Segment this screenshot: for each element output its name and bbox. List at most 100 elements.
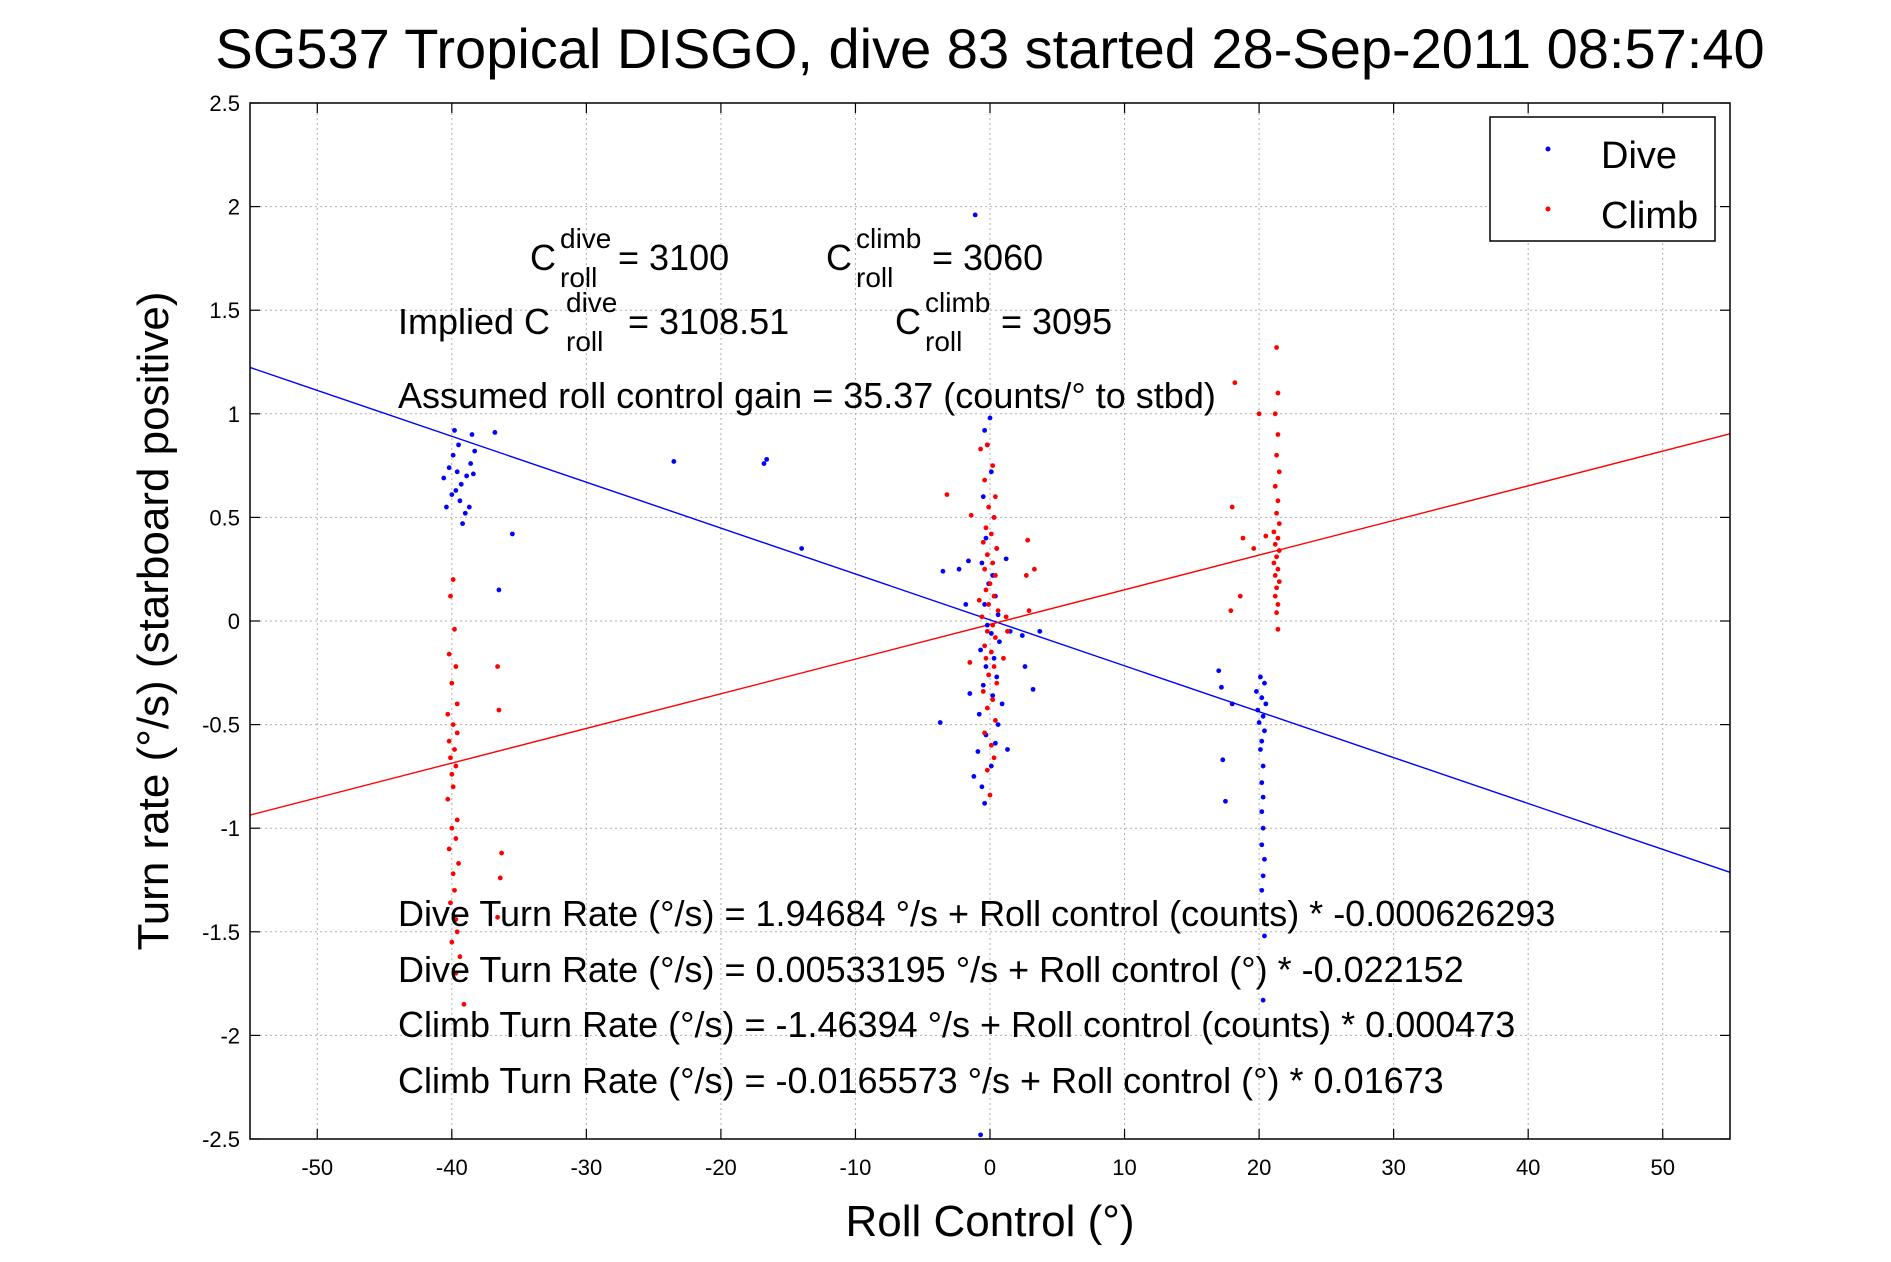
climb-point <box>1256 411 1262 417</box>
climb-point <box>450 722 456 727</box>
dive-point <box>979 560 985 566</box>
dive-point <box>1258 747 1263 752</box>
dive-point <box>1258 674 1263 680</box>
climb-point <box>448 755 453 761</box>
implied-c-roll-dive-annotation: Implied C dive roll = 3108.51 <box>398 279 789 359</box>
climb-point <box>448 593 453 599</box>
dive-point <box>469 432 475 437</box>
climb-point <box>452 887 457 893</box>
climb-point <box>986 504 992 510</box>
c-climb-base: C <box>826 237 852 278</box>
climb-point <box>994 546 1000 551</box>
y-tick-label: 1.5 <box>209 298 240 323</box>
climb-fit-line <box>249 433 1731 816</box>
dive-point <box>982 427 988 433</box>
dive-point <box>956 566 962 572</box>
dive-point <box>1260 794 1266 800</box>
c-roll-climb-annotation: C climb roll = 3060 <box>826 215 1043 295</box>
climb-point <box>990 463 996 468</box>
dive-point <box>997 639 1002 645</box>
climb-point <box>448 900 453 906</box>
climb-point <box>495 914 500 920</box>
dive-point <box>994 674 1000 680</box>
climb-point <box>979 614 985 620</box>
climb-point <box>1271 529 1277 535</box>
climb-point <box>992 494 998 500</box>
y-tick-label: 0.5 <box>209 505 240 530</box>
y-axis-label: Turn rate (°/s) (starboard positive) <box>129 291 178 950</box>
dive-point <box>671 459 677 464</box>
dive-point <box>1037 628 1043 634</box>
climb-point <box>1275 626 1281 632</box>
climb-point <box>984 442 990 448</box>
dive-point <box>1262 680 1267 686</box>
climb-point <box>983 587 989 593</box>
dive-point <box>1022 664 1028 669</box>
x-tick-label: 0 <box>984 1155 996 1180</box>
climb-point <box>1240 535 1246 541</box>
dive-point <box>496 587 502 593</box>
climb-point <box>461 1001 467 1007</box>
dive-point <box>453 488 459 493</box>
climb-point <box>982 643 988 649</box>
implied-climb-sub: roll <box>925 326 962 357</box>
x-tick-label: -50 <box>301 1155 333 1180</box>
climb-point <box>990 560 996 566</box>
dive-point <box>452 427 457 433</box>
dive-point <box>978 647 983 653</box>
c-dive-sup: dive <box>560 223 611 254</box>
climb-point <box>1274 610 1279 616</box>
climb-point <box>1274 554 1279 560</box>
x-tick-label: -30 <box>570 1155 602 1180</box>
dive-point <box>761 461 767 466</box>
x-tick-label: -20 <box>705 1155 737 1180</box>
climb-point <box>988 531 994 537</box>
climb-point <box>991 515 997 520</box>
climb-point <box>984 552 990 558</box>
climb-point <box>967 660 973 665</box>
climb-point <box>453 763 459 769</box>
dive-point <box>462 510 468 516</box>
climb-point <box>499 850 504 856</box>
climb-point <box>984 628 990 634</box>
implied-climb-value: = 3095 <box>1001 301 1112 342</box>
gain-annotation: Assumed roll control gain = 35.37 (count… <box>398 375 1216 416</box>
climb-point <box>1272 411 1278 417</box>
dive-point <box>468 461 474 466</box>
climb-point <box>453 916 459 922</box>
x-tick-label: 10 <box>1112 1155 1136 1180</box>
dive-point <box>1260 763 1266 769</box>
chart-title: SG537 Tropical DISGO, dive 83 started 28… <box>215 17 1764 80</box>
climb-point <box>987 581 993 587</box>
climb-point <box>988 742 994 748</box>
climb-point <box>445 796 451 802</box>
fit-lines <box>249 366 1731 874</box>
climb-point <box>1228 608 1234 614</box>
dive-point <box>1262 933 1267 939</box>
climb-point <box>1275 566 1281 572</box>
climb-point <box>1232 380 1238 386</box>
climb-point <box>446 651 452 657</box>
climb-point <box>1276 469 1282 475</box>
data-points <box>441 212 1282 1138</box>
dive-point <box>979 784 985 790</box>
climb-point <box>450 871 456 877</box>
climb-point <box>983 655 989 661</box>
x-tick-label: -40 <box>436 1155 468 1180</box>
climb-point <box>983 525 989 531</box>
climb-point <box>982 730 988 736</box>
dive-point <box>937 720 943 725</box>
dive-point <box>990 693 996 698</box>
dive-point <box>1254 689 1259 694</box>
climb-point <box>982 566 988 572</box>
climb-point <box>991 593 997 599</box>
legend-climb-marker <box>1545 206 1551 212</box>
dive-point <box>441 475 447 481</box>
climb-point <box>446 846 452 852</box>
x-axis-label: Roll Control (°) <box>846 1197 1135 1246</box>
dive-point <box>940 568 946 574</box>
dive-point <box>966 558 971 564</box>
y-tick-label: 2 <box>228 195 240 220</box>
climb-point <box>982 477 988 483</box>
dive-point <box>976 711 982 717</box>
